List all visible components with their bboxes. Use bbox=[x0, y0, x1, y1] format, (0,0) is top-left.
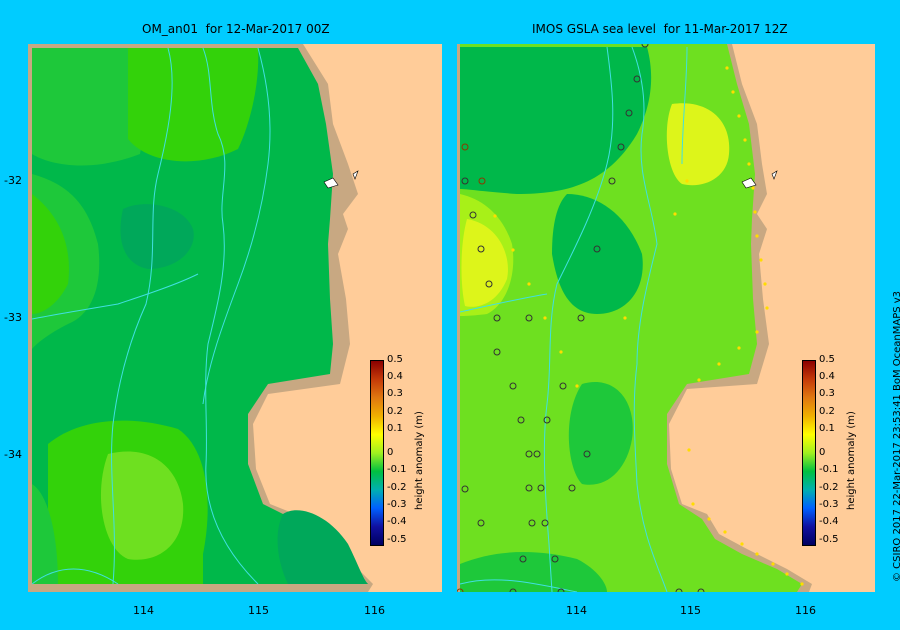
credit-text: © CSIRO 2017 22-Mar-2017 23:53:41 BoM Oc… bbox=[892, 290, 900, 582]
colorbar-scale bbox=[370, 360, 384, 546]
colorbar-tick: 0.5 bbox=[819, 354, 835, 365]
colorbar-tick: -0.2 bbox=[387, 482, 407, 493]
y-tick-label: -32 bbox=[4, 174, 22, 187]
colorbar-tick: -0.1 bbox=[387, 464, 407, 475]
colorbar-tick: 0.5 bbox=[387, 354, 403, 365]
colorbar-tick: 0.1 bbox=[387, 423, 403, 434]
island-marker bbox=[352, 170, 359, 180]
colorbar-scale bbox=[802, 360, 816, 546]
altimeter-track bbox=[493, 66, 804, 586]
bathymetry-contours bbox=[31, 47, 271, 585]
colorbar-tick: -0.2 bbox=[819, 482, 839, 493]
x-tick-label: 114 bbox=[566, 604, 587, 617]
colorbar-tick: -0.4 bbox=[819, 516, 839, 527]
anomaly-region bbox=[666, 103, 730, 186]
anomaly-region bbox=[460, 552, 607, 592]
colorbar-tick: 0.3 bbox=[819, 388, 835, 399]
observation-stations bbox=[457, 44, 705, 592]
colorbar-tick: -0.3 bbox=[819, 499, 839, 510]
anomaly-region bbox=[100, 451, 184, 560]
colorbar-tick: -0.4 bbox=[387, 516, 407, 527]
colorbar-tick: -0.1 bbox=[819, 464, 839, 475]
left-map bbox=[28, 44, 442, 592]
anomaly-region bbox=[120, 204, 194, 269]
anomaly-region bbox=[277, 510, 368, 584]
colorbar-tick: 0 bbox=[819, 447, 826, 458]
right-map-title: IMOS GSLA sea level for 11-Mar-2017 12Z bbox=[532, 22, 788, 36]
y-tick-label: -34 bbox=[4, 448, 22, 461]
bathymetry-contours bbox=[459, 46, 688, 592]
colorbar-tick: 0 bbox=[387, 447, 394, 458]
x-tick-label: 116 bbox=[795, 604, 816, 617]
anomaly-region bbox=[32, 48, 148, 166]
colorbar-tick: -0.5 bbox=[387, 534, 407, 545]
anomaly-region bbox=[32, 484, 58, 584]
anomaly-region bbox=[128, 48, 259, 162]
anomaly-region bbox=[460, 47, 652, 194]
x-tick-label: 115 bbox=[680, 604, 701, 617]
y-tick-label: -33 bbox=[4, 311, 22, 324]
island-marker bbox=[323, 177, 339, 189]
colorbar-tick: 0.3 bbox=[387, 388, 403, 399]
colorbar-title: height anomaly (m) bbox=[414, 411, 425, 510]
left-map-title: OM_an01 for 12-Mar-2017 00Z bbox=[142, 22, 330, 36]
anomaly-region bbox=[552, 194, 643, 314]
anomaly-region bbox=[32, 194, 69, 314]
colorbar-tick: 0.2 bbox=[819, 406, 835, 417]
colorbar-tick: -0.5 bbox=[819, 534, 839, 545]
colorbar-tick: 0.4 bbox=[387, 371, 403, 382]
colorbar-tick: -0.3 bbox=[387, 499, 407, 510]
x-tick-label: 115 bbox=[248, 604, 269, 617]
anomaly-region bbox=[461, 219, 508, 307]
colorbar-tick: 0.4 bbox=[819, 371, 835, 382]
colorbar-tick: 0.1 bbox=[819, 423, 835, 434]
island-marker bbox=[771, 170, 778, 180]
island-marker bbox=[741, 177, 757, 189]
x-tick-label: 114 bbox=[133, 604, 154, 617]
left-map-svg bbox=[28, 44, 442, 592]
colorbar-tick: 0.2 bbox=[387, 406, 403, 417]
colorbar-title: height anomaly (m) bbox=[846, 411, 857, 510]
x-tick-label: 116 bbox=[364, 604, 385, 617]
anomaly-region bbox=[568, 382, 633, 485]
